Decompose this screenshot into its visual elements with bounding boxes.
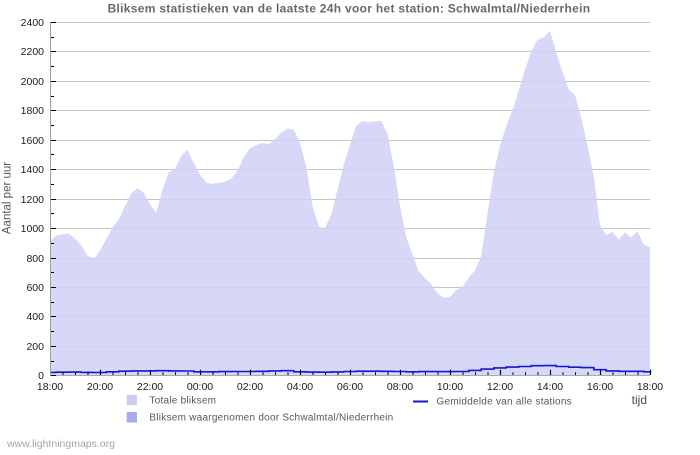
svg-text:16:00: 16:00	[587, 381, 613, 393]
svg-text:2400: 2400	[21, 17, 45, 29]
svg-text:Bliksem statistieken van de la: Bliksem statistieken van de laatste 24h …	[108, 2, 591, 16]
svg-text:400: 400	[26, 311, 44, 323]
svg-text:00:00: 00:00	[187, 381, 213, 393]
svg-text:tijd: tijd	[632, 393, 647, 407]
svg-text:04:00: 04:00	[287, 381, 313, 393]
svg-text:22:00: 22:00	[137, 381, 163, 393]
svg-text:1600: 1600	[21, 135, 45, 147]
svg-text:800: 800	[26, 253, 44, 265]
svg-text:www.lightningmaps.org: www.lightningmaps.org	[6, 438, 115, 450]
svg-text:1800: 1800	[21, 105, 45, 117]
svg-text:08:00: 08:00	[387, 381, 413, 393]
svg-text:Bliksem waargenomen door Schwa: Bliksem waargenomen door Schwalmtal/Nied…	[149, 413, 393, 424]
svg-text:Gemiddelde van alle stations: Gemiddelde van alle stations	[437, 397, 572, 408]
svg-text:Aantal per uur: Aantal per uur	[2, 162, 14, 234]
svg-text:02:00: 02:00	[237, 381, 263, 393]
svg-text:Totale bliksem: Totale bliksem	[149, 396, 216, 407]
svg-text:20:00: 20:00	[87, 381, 113, 393]
svg-text:18:00: 18:00	[637, 381, 663, 393]
svg-text:18:00: 18:00	[37, 381, 63, 393]
svg-text:1200: 1200	[21, 194, 45, 206]
svg-text:14:00: 14:00	[537, 381, 563, 393]
svg-text:0: 0	[38, 370, 44, 382]
svg-text:2200: 2200	[21, 46, 45, 58]
svg-text:1000: 1000	[21, 223, 45, 235]
svg-text:06:00: 06:00	[337, 381, 363, 393]
svg-text:600: 600	[26, 282, 44, 294]
svg-text:2000: 2000	[21, 76, 45, 88]
svg-text:1400: 1400	[21, 164, 45, 176]
svg-text:10:00: 10:00	[437, 381, 463, 393]
svg-text:12:00: 12:00	[487, 381, 513, 393]
svg-text:200: 200	[26, 341, 44, 353]
